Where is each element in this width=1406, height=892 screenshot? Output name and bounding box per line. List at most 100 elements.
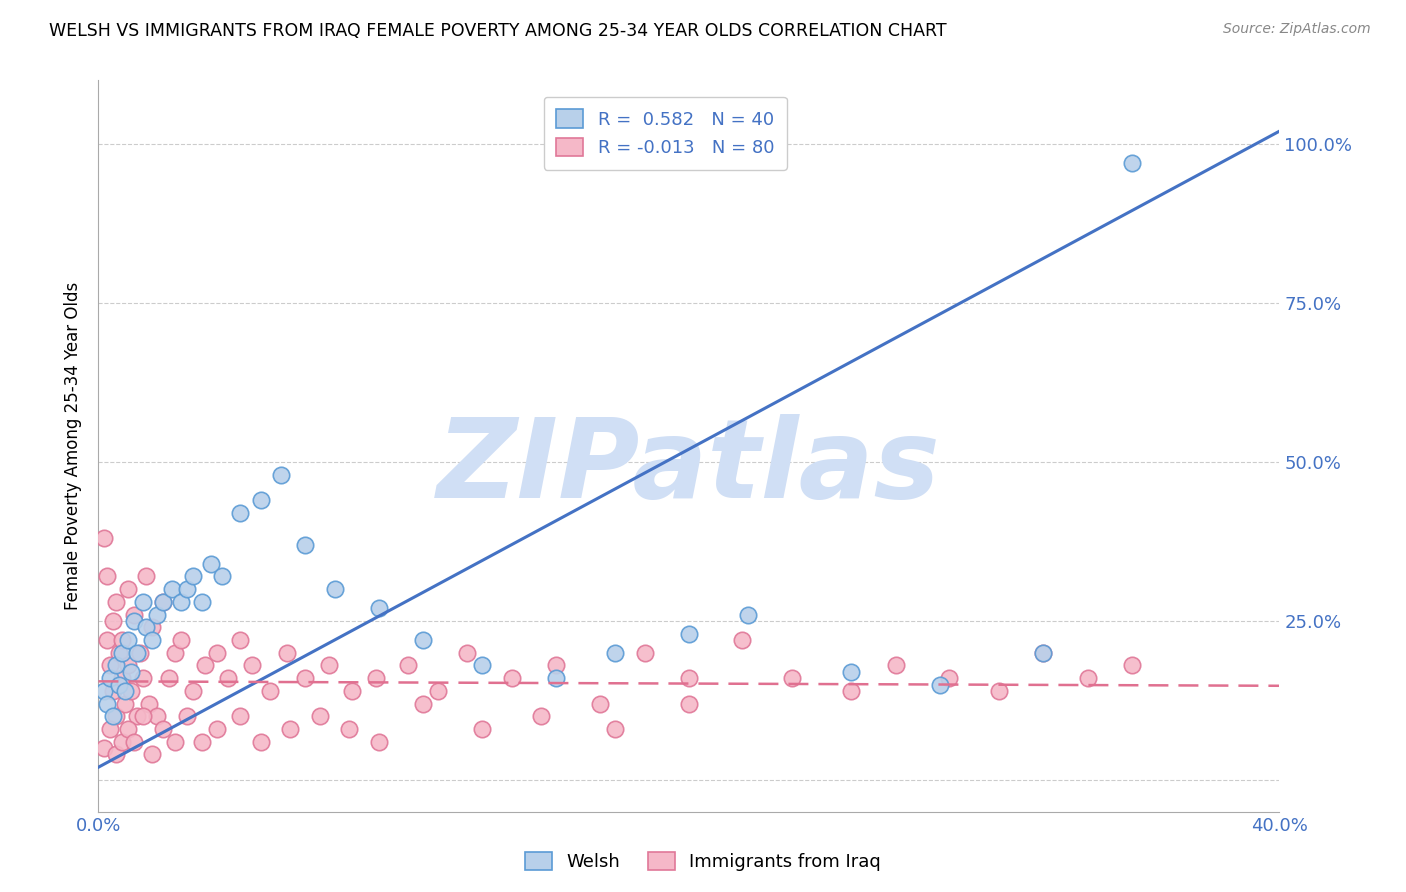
Point	[122, 735, 145, 749]
Point	[157, 671, 180, 685]
Point	[229, 506, 252, 520]
Point	[96, 697, 118, 711]
Point	[605, 722, 627, 736]
Point	[98, 658, 121, 673]
Point	[589, 697, 612, 711]
Point	[152, 595, 174, 609]
Legend: Welsh, Immigrants from Iraq: Welsh, Immigrants from Iraq	[517, 845, 889, 879]
Point	[105, 658, 128, 673]
Point	[138, 697, 160, 711]
Point	[117, 658, 139, 673]
Point	[132, 595, 155, 609]
Point	[108, 677, 131, 691]
Point	[412, 697, 434, 711]
Point	[605, 646, 627, 660]
Point	[120, 684, 142, 698]
Point	[294, 671, 316, 685]
Point	[501, 671, 523, 685]
Point	[93, 684, 115, 698]
Point	[111, 671, 134, 685]
Point	[111, 735, 134, 749]
Point	[122, 607, 145, 622]
Point	[678, 626, 700, 640]
Point	[368, 735, 391, 749]
Point	[93, 741, 115, 756]
Point	[229, 632, 252, 647]
Point	[280, 722, 302, 736]
Point	[111, 646, 134, 660]
Point	[125, 646, 148, 660]
Point	[103, 684, 125, 698]
Text: ZIPatlas: ZIPatlas	[437, 415, 941, 522]
Point	[205, 646, 228, 660]
Point	[412, 632, 434, 647]
Point	[841, 665, 863, 679]
Point	[1032, 646, 1054, 660]
Point	[165, 646, 187, 660]
Point	[194, 658, 217, 673]
Point	[205, 722, 228, 736]
Point	[135, 620, 157, 634]
Point	[111, 632, 134, 647]
Point	[162, 582, 183, 596]
Point	[98, 671, 121, 685]
Text: WELSH VS IMMIGRANTS FROM IRAQ FEMALE POVERTY AMONG 25-34 YEAR OLDS CORRELATION C: WELSH VS IMMIGRANTS FROM IRAQ FEMALE POV…	[49, 22, 946, 40]
Point	[737, 607, 759, 622]
Point	[128, 646, 150, 660]
Point	[103, 709, 125, 723]
Point	[120, 665, 142, 679]
Point	[988, 684, 1011, 698]
Point	[1032, 646, 1054, 660]
Point	[276, 646, 298, 660]
Point	[122, 614, 145, 628]
Point	[546, 658, 568, 673]
Point	[152, 595, 174, 609]
Point	[884, 658, 907, 673]
Point	[146, 709, 169, 723]
Point	[117, 582, 139, 596]
Point	[678, 671, 700, 685]
Legend: R =  0.582   N = 40, R = -0.013   N = 80: R = 0.582 N = 40, R = -0.013 N = 80	[544, 96, 787, 169]
Point	[105, 747, 128, 762]
Point	[96, 569, 118, 583]
Point	[181, 684, 204, 698]
Point	[364, 671, 387, 685]
Point	[1077, 671, 1099, 685]
Point	[211, 569, 233, 583]
Point	[471, 722, 494, 736]
Point	[270, 467, 292, 482]
Point	[634, 646, 657, 660]
Point	[229, 709, 252, 723]
Point	[114, 684, 136, 698]
Point	[117, 632, 139, 647]
Point	[678, 697, 700, 711]
Point	[1121, 156, 1143, 170]
Point	[368, 601, 391, 615]
Point	[93, 531, 115, 545]
Point	[929, 677, 952, 691]
Point	[427, 684, 450, 698]
Point	[323, 582, 346, 596]
Text: Source: ZipAtlas.com: Source: ZipAtlas.com	[1223, 22, 1371, 37]
Point	[217, 671, 239, 685]
Point	[132, 671, 155, 685]
Point	[141, 747, 163, 762]
Point	[191, 735, 214, 749]
Point	[841, 684, 863, 698]
Point	[294, 538, 316, 552]
Point	[125, 709, 148, 723]
Point	[342, 684, 364, 698]
Point	[1121, 658, 1143, 673]
Point	[250, 735, 273, 749]
Point	[170, 632, 193, 647]
Point	[170, 595, 193, 609]
Point	[259, 684, 281, 698]
Point	[117, 722, 139, 736]
Point	[530, 709, 553, 723]
Point	[181, 569, 204, 583]
Point	[546, 671, 568, 685]
Point	[457, 646, 479, 660]
Point	[141, 620, 163, 634]
Point	[141, 632, 163, 647]
Point	[152, 722, 174, 736]
